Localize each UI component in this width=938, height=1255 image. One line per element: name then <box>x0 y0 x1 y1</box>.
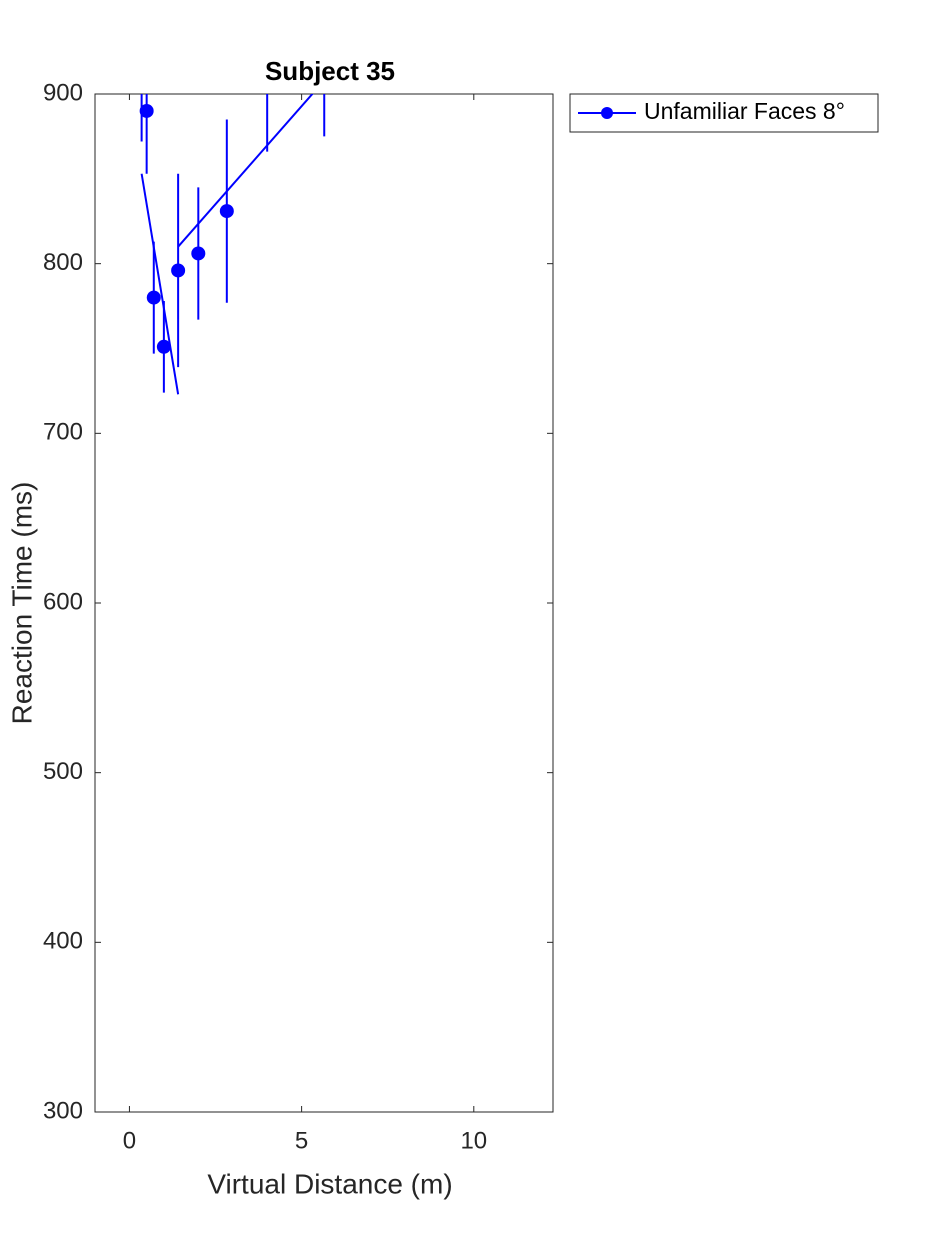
plot-frame <box>94 93 554 1113</box>
y-tick-label: 500 <box>43 758 83 785</box>
legend-marker <box>601 107 613 119</box>
x-tick-label: 0 <box>123 1127 136 1154</box>
x-tick-label: 5 <box>295 1127 308 1154</box>
y-axis-label: Reaction Time (ms) <box>6 482 37 725</box>
plot-area <box>139 94 326 395</box>
chart-title: Subject 35 <box>265 56 395 86</box>
y-tick-label: 400 <box>43 928 83 955</box>
y-tick-label: 900 <box>43 79 83 106</box>
legend-label: Unfamiliar Faces 8° <box>644 98 845 124</box>
x-tick-label: 10 <box>460 1127 487 1154</box>
y-tick-label: 600 <box>43 588 83 615</box>
x-axis-label: Virtual Distance (m) <box>207 1168 452 1199</box>
data-point <box>171 263 186 278</box>
y-tick-label: 300 <box>43 1097 83 1124</box>
fit-line <box>140 173 180 395</box>
data-point <box>156 339 171 354</box>
data-point <box>191 246 206 261</box>
y-tick-label: 800 <box>43 249 83 276</box>
data-point <box>139 103 154 118</box>
y-tick-label: 700 <box>43 419 83 446</box>
data-point <box>146 290 161 305</box>
fit-line <box>177 94 314 248</box>
data-point <box>219 204 234 219</box>
